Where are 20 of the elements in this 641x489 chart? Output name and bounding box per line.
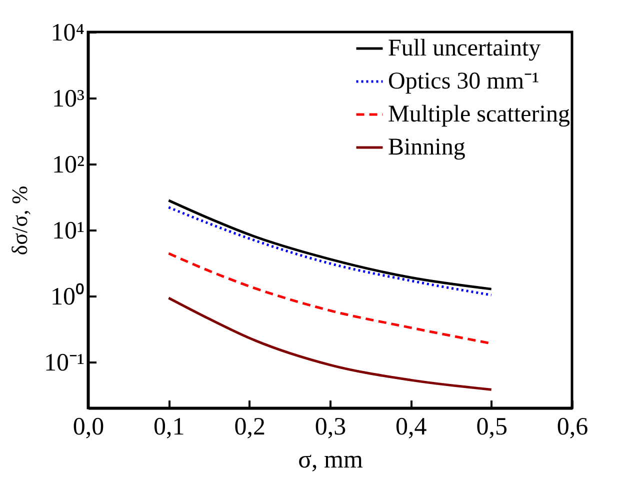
y-tick-label: 10³ [52, 85, 85, 112]
x-tick-label: 0,3 [314, 414, 346, 440]
x-tick-label: 0,1 [154, 414, 185, 440]
y-tick-label: 10² [52, 151, 84, 178]
line-series [167, 296, 493, 391]
x-tick-label: 0,4 [396, 414, 428, 440]
y-tick-label: 10⁰ [50, 282, 84, 310]
y-tick-label: 10⁻¹ [44, 349, 84, 376]
legend-label: Multiple scattering [388, 102, 570, 128]
x-tick-label: 0,5 [476, 414, 508, 440]
y-axis-title: δσ/σ, % [7, 186, 32, 256]
x-tick-label: 0,6 [556, 414, 588, 440]
x-tick-label: 0,2 [234, 414, 266, 440]
y-tick-label: 10⁴ [50, 20, 85, 46]
y-tick-label: 10¹ [52, 217, 84, 244]
legend-label: Optics 30 mm⁻¹ [388, 68, 540, 94]
legend-label: Binning [388, 134, 466, 160]
legend-label: Full uncertainty [388, 36, 541, 62]
x-axis-title: σ, mm [298, 446, 364, 474]
x-tick-label: 0,0 [72, 414, 104, 440]
